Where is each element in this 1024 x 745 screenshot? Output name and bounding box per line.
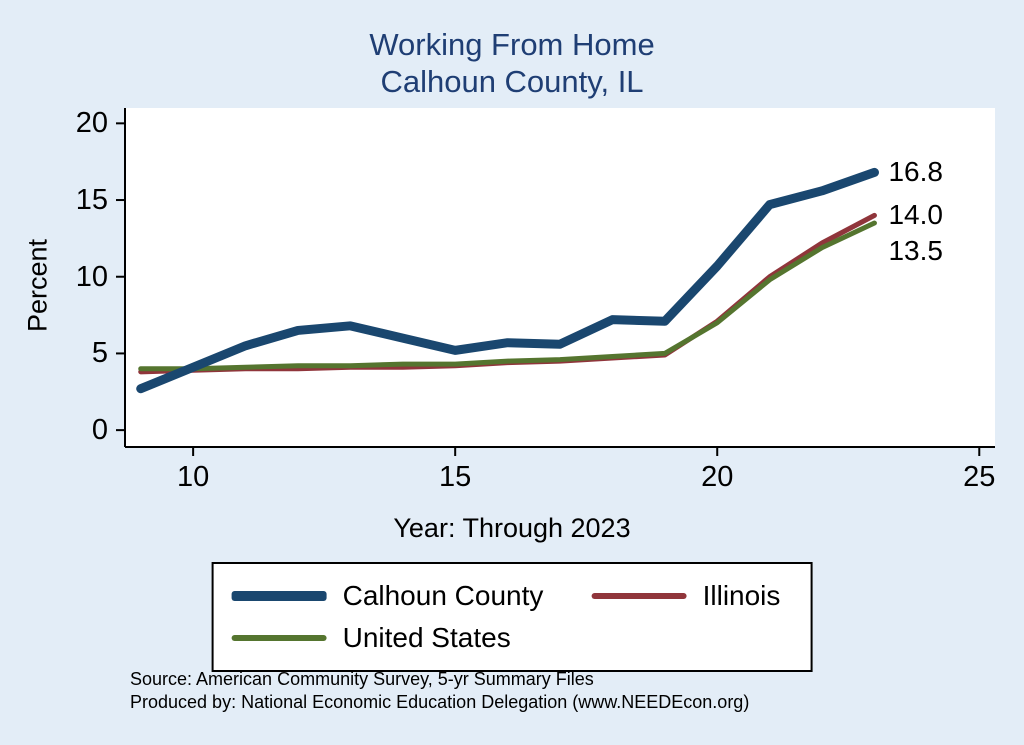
y-axis-title: Percent bbox=[22, 238, 53, 333]
legend-swatch bbox=[231, 635, 327, 641]
legend-item-illinois: Illinois bbox=[591, 580, 781, 612]
series-line-calhoun-county bbox=[136, 167, 879, 394]
y-tick-label: 0 bbox=[91, 414, 108, 447]
legend-swatch bbox=[231, 591, 327, 601]
chart-title: Working From Home Calhoun County, IL bbox=[0, 26, 1024, 100]
x-tick-label: 20 bbox=[701, 461, 734, 493]
legend-label: Illinois bbox=[702, 580, 781, 611]
chart-title-line2: Calhoun County, IL bbox=[380, 64, 644, 99]
legend-label: Calhoun County bbox=[342, 580, 544, 611]
source-note: Source: American Community Survey, 5-yr … bbox=[130, 669, 594, 689]
x-axis-title: Year: Through 2023 bbox=[393, 513, 631, 543]
legend-label: United States bbox=[342, 622, 511, 653]
series-end-label-illinois: 14.0 bbox=[888, 199, 943, 231]
produced-by-note: Produced by: National Economic Education… bbox=[130, 692, 750, 712]
legend: Calhoun County Illinois United States bbox=[211, 562, 813, 672]
footer-notes: Source: American Community Survey, 5-yr … bbox=[130, 668, 749, 714]
series-end-label-united-states: 13.5 bbox=[888, 235, 943, 267]
series-end-label-calhoun-county: 16.8 bbox=[888, 156, 943, 188]
y-tick-label: 5 bbox=[91, 337, 108, 370]
x-tick-label: 25 bbox=[963, 461, 996, 493]
y-tick-label: 20 bbox=[75, 107, 108, 140]
plot-background bbox=[125, 108, 995, 447]
series-line-united-states bbox=[138, 220, 877, 372]
y-tick-label: 15 bbox=[75, 184, 108, 217]
legend-item-calhoun-county: Calhoun County bbox=[231, 580, 592, 612]
chart-title-line1: Working From Home bbox=[369, 27, 655, 62]
x-tick-label: 10 bbox=[176, 461, 210, 493]
y-tick-label: 10 bbox=[75, 260, 108, 293]
x-tick-label: 15 bbox=[439, 461, 472, 493]
legend-swatch bbox=[591, 593, 687, 599]
legend-item-united-states: United States bbox=[231, 622, 592, 654]
